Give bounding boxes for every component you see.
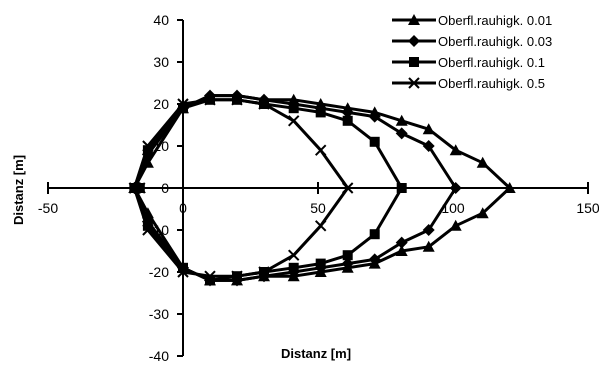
- x-marker-stroke: [204, 94, 216, 106]
- triangle-marker: [449, 219, 462, 231]
- x-marker-stroke: [408, 77, 420, 89]
- series-4: [128, 94, 354, 282]
- x-marker: [128, 182, 141, 194]
- x-marker: [231, 94, 243, 106]
- x-tick-label: 50: [310, 200, 326, 216]
- series-line: [132, 98, 404, 282]
- diamond-marker: [408, 35, 420, 47]
- diamond-marker: [422, 140, 435, 152]
- diamond-marker: [368, 110, 381, 123]
- x-marker-stroke: [177, 266, 189, 278]
- y-tick-label: -20: [149, 264, 169, 280]
- square-marker: [315, 258, 326, 269]
- x-marker: [177, 266, 189, 278]
- triangle-marker: [503, 182, 516, 193]
- y-tick-label: 20: [153, 96, 169, 112]
- x-marker-stroke: [314, 144, 327, 156]
- square-marker: [288, 262, 299, 273]
- y-tick-label: -10: [149, 222, 169, 238]
- triangle-marker: [422, 123, 435, 135]
- legend-entry: Oberfl.rauhigk. 0.5: [392, 76, 545, 91]
- x-marker: [231, 270, 243, 282]
- x-marker-stroke: [258, 98, 270, 110]
- diamond-marker: [449, 182, 462, 194]
- triangle-marker: [449, 144, 462, 156]
- x-marker-stroke: [128, 182, 141, 194]
- y-tick-label: 0: [161, 180, 169, 196]
- x-marker: [341, 182, 354, 194]
- x-marker: [204, 270, 216, 282]
- square-marker: [342, 115, 353, 126]
- square-marker: [178, 262, 188, 273]
- x-marker: [287, 249, 300, 261]
- diamond-marker: [368, 253, 381, 266]
- square-marker: [409, 57, 419, 67]
- x-marker: [142, 224, 154, 236]
- square-marker: [369, 229, 380, 240]
- x-marker: [177, 98, 189, 110]
- legend-label: Oberfl.rauhigk. 0.03: [438, 34, 552, 49]
- legend-entry: Oberfl.rauhigk. 0.01: [392, 13, 552, 28]
- triangle-marker: [476, 156, 489, 168]
- x-marker: [287, 115, 300, 127]
- diamond-marker: [395, 127, 408, 140]
- y-tick-label: 40: [153, 12, 169, 28]
- x-marker-stroke: [287, 249, 300, 261]
- square-marker: [205, 275, 215, 286]
- series-layer: [128, 89, 516, 287]
- x-axis-title: Distanz [m]: [281, 346, 351, 361]
- diamond-marker: [341, 106, 354, 119]
- square-marker: [288, 103, 299, 114]
- legend-entry: Oberfl.rauhigk. 0.03: [392, 34, 552, 49]
- x-marker: [258, 98, 270, 110]
- x-marker-stroke: [258, 266, 270, 278]
- x-marker-stroke: [231, 94, 243, 106]
- x-marker: [408, 77, 420, 89]
- x-marker-stroke: [177, 98, 189, 110]
- diamond-marker: [341, 257, 354, 270]
- y-tick-label: 10: [153, 138, 169, 154]
- x-marker-stroke: [204, 270, 216, 282]
- x-marker: [258, 266, 270, 278]
- y-tick-label: -30: [149, 306, 169, 322]
- x-tick-label: 100: [441, 200, 465, 216]
- y-axis-title: Distanz [m]: [11, 155, 26, 225]
- legend-label: Oberfl.rauhigk. 0.01: [438, 13, 552, 28]
- legend-label: Oberfl.rauhigk. 0.1: [438, 55, 545, 70]
- legend-label: Oberfl.rauhigk. 0.5: [438, 76, 545, 91]
- x-marker: [314, 220, 327, 232]
- x-tick-label: -50: [38, 200, 58, 216]
- x-tick-label: 0: [179, 200, 187, 216]
- triangle-marker: [476, 207, 489, 219]
- x-marker-stroke: [287, 115, 300, 127]
- y-tick-label: 30: [153, 54, 169, 70]
- x-marker-stroke: [314, 220, 327, 232]
- square-marker: [315, 107, 326, 118]
- x-tick-label: 150: [576, 200, 599, 216]
- square-marker: [342, 250, 353, 261]
- triangle-marker: [395, 245, 408, 256]
- legend: Oberfl.rauhigk. 0.01 Oberfl.rauhigk. 0.03…: [392, 13, 552, 91]
- x-marker-stroke: [142, 224, 154, 236]
- triangle-marker: [422, 240, 435, 252]
- square-marker: [178, 103, 188, 114]
- diamond-marker: [395, 236, 408, 249]
- square-marker: [396, 183, 407, 193]
- series-line: [132, 98, 350, 278]
- x-marker-stroke: [341, 182, 354, 194]
- diamond-marker: [422, 224, 435, 236]
- square-marker: [369, 136, 380, 147]
- x-marker-stroke: [231, 270, 243, 282]
- legend-entry: Oberfl.rauhigk. 0.1: [392, 55, 545, 70]
- triangle-marker: [395, 114, 408, 126]
- triangle-marker: [408, 14, 420, 25]
- x-marker: [142, 140, 154, 152]
- x-marker-stroke: [142, 140, 154, 152]
- x-marker: [314, 144, 327, 156]
- x-marker: [204, 94, 216, 106]
- y-tick-label: -40: [149, 348, 169, 364]
